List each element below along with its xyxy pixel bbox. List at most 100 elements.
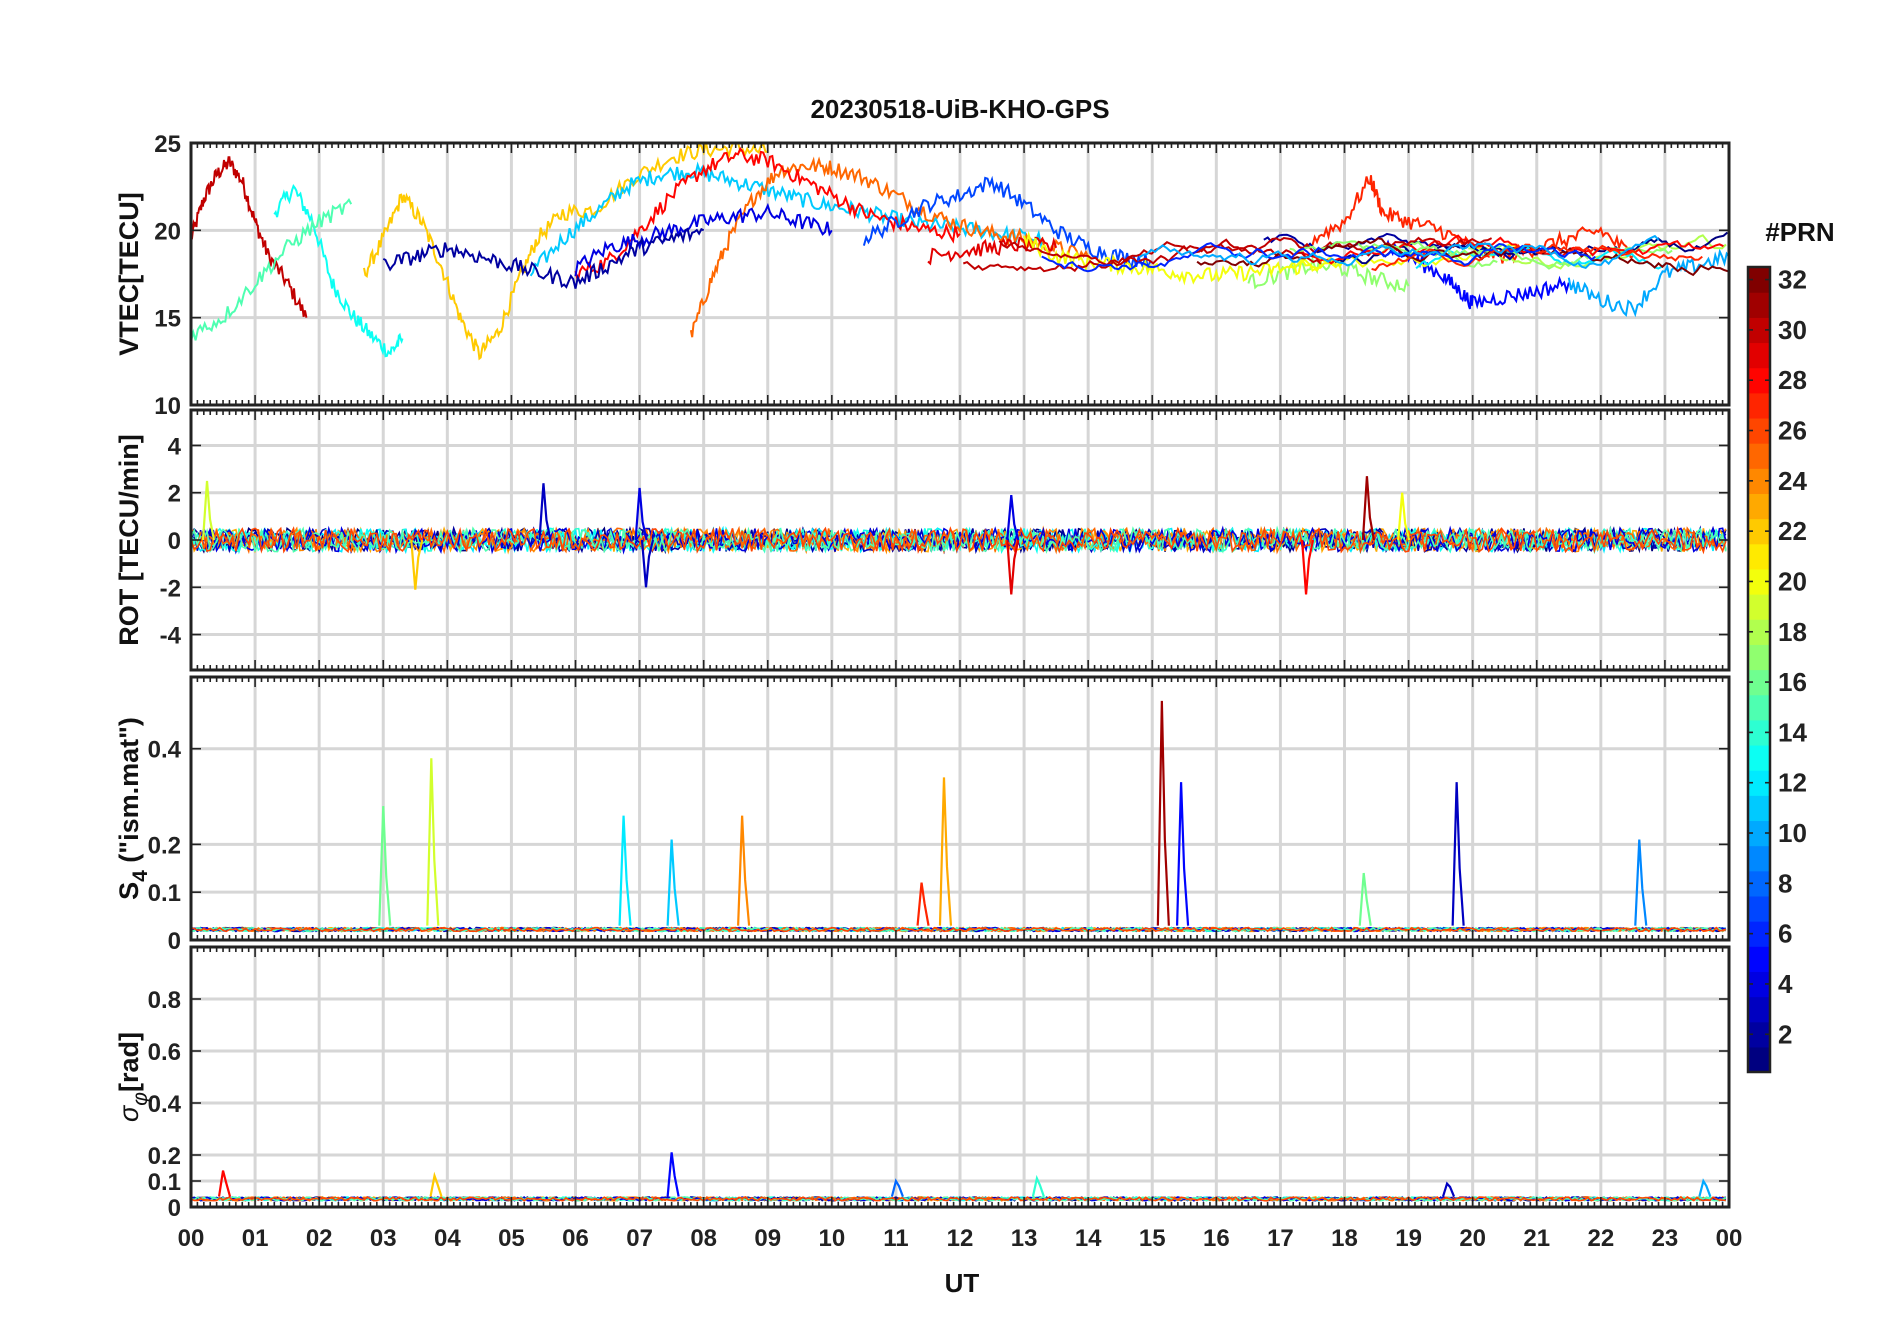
colorbar-segment [1748,594,1770,620]
colorbar-tick-label: 32 [1778,265,1807,295]
series-prn-30 [191,156,308,318]
spike-prn-5 [1175,782,1190,926]
colorbar-tick-label: 22 [1778,516,1807,546]
colorbar-tick-label: 14 [1778,717,1807,747]
series-noise-prn-26 [191,926,1727,933]
colorbar-segment [1748,845,1770,872]
panel-s4: 0 0.1 0.2 0.4S4 ("ism.mat") [114,675,1731,955]
spike-prn-23 [938,777,953,926]
spike-prn-11 [666,839,680,926]
x-tick-label: 00 [1716,1225,1743,1252]
colorbar-segment [1748,921,1770,947]
colorbar-segment [1748,342,1770,369]
colorbar-segment [1748,1046,1770,1073]
y-tick-label: 2 [168,481,181,508]
spike-prn-3 [538,483,552,541]
x-tick-label: 08 [690,1225,717,1252]
x-tick-label: 15 [1139,1225,1166,1252]
spike-prn-22 [410,539,424,590]
colorbar-segment [1748,946,1770,972]
series-trace [1139,234,1660,270]
colorbar-tick-label: 12 [1778,768,1807,798]
colorbar-segment [1748,317,1770,344]
colorbar-tick-label: 18 [1778,617,1807,647]
spike-prn-14 [1031,1174,1045,1197]
colorbar-segment [1748,267,1770,293]
spike-prn-4 [634,487,648,541]
x-tick-label: 20 [1459,1225,1486,1252]
colorbar-segment [1748,669,1770,696]
colorbar-tick-label: 24 [1778,466,1807,496]
spike-prn-20 [1397,492,1411,541]
spike-prn-29 [1006,539,1020,595]
colorbar-segment [1748,694,1770,721]
x-tick-label: 03 [370,1225,397,1252]
figure-title: 20230518-UiB-KHO-GPS [810,94,1109,124]
colorbar-tick-label: 20 [1778,566,1807,596]
axes-frame [189,675,1731,942]
colorbar-segment [1748,568,1770,595]
y-tick-label: 0.2 [148,1143,181,1170]
colorbar-segment [1748,719,1770,746]
colorbar-segment [1748,820,1770,847]
x-tick-label: 17 [1267,1225,1294,1252]
x-tick-label: 02 [306,1225,333,1252]
x-tick-label: 10 [818,1225,845,1252]
x-tick-label: 16 [1203,1225,1230,1252]
series-prn-2 [382,227,705,289]
spike-prn-9 [1634,839,1648,926]
spike-prn-19 [426,758,440,926]
y-tick-label: 0 [168,928,181,955]
colorbar-segment [1748,367,1770,394]
series-group [191,143,1729,361]
axes-frame [189,945,1731,1209]
colorbar-segment [1748,996,1770,1023]
x-tick-label: 22 [1587,1225,1614,1252]
spike-prn-28 [217,1170,232,1197]
y-tick-label: 0.4 [148,1091,182,1118]
series-prn-17 [1247,254,1410,293]
y-tick-label: 4 [168,433,182,460]
spike-prn-3 [1451,782,1465,926]
y-axis-label: VTEC[TECU] [114,192,144,356]
x-axis-label: UT [945,1268,980,1298]
series-noise-prn-26 [191,525,1727,555]
spike-prn-28 [1300,539,1315,595]
y-tick-label: 20 [154,218,181,245]
panel-vtec: 10 15 20 25 VTEC[TECU] [114,131,1731,420]
colorbar-segment [1748,543,1770,570]
ticks [190,410,1730,670]
y-tick-label: 0 [168,1195,181,1222]
colorbar-label: #PRN [1765,217,1834,247]
series-noise-prn-4 [191,525,1727,555]
panel-rot: -4 -2 0 2 4 ROT [TECU/min] [114,408,1731,672]
spike-prn-12 [618,815,632,926]
y-tick-label: 0.8 [148,987,181,1014]
series-prn-7 [862,175,1153,271]
colorbar-segment [1748,443,1770,469]
spike-prn-16 [1358,872,1372,926]
spike-prn-31 [1156,700,1170,926]
colorbar-tick-label: 26 [1778,416,1807,446]
colorbar-segment [1748,895,1770,922]
series-prn-22 [363,143,768,361]
x-tick-label: 12 [947,1225,974,1252]
y-tick-label: 10 [154,393,181,420]
colorbar-segment [1748,770,1770,796]
colorbar-tick-label: 10 [1778,818,1807,848]
spike-prn-3 [640,539,655,588]
series-trace [1041,242,1596,273]
spike-prn-3 [1441,1181,1456,1198]
x-tick-labels: 00 01 02 03 04 05 06 07 08 09 10 11 12 13 14 15 16 17 18 19… [178,1225,1743,1252]
colorbar-tick-label: 28 [1778,365,1807,395]
y-tick-label: 0 [168,528,181,555]
colorbar-segment [1748,795,1770,822]
x-tick-label: 19 [1395,1225,1422,1252]
y-axis-label: ROT [TECU/min] [114,434,144,645]
x-tick-label: 23 [1652,1225,1679,1252]
series-prn-25 [689,156,1090,338]
x-tick-label: 21 [1523,1225,1550,1252]
colorbar-tick-label: 30 [1778,315,1807,345]
y-tick-label: -2 [160,575,181,602]
